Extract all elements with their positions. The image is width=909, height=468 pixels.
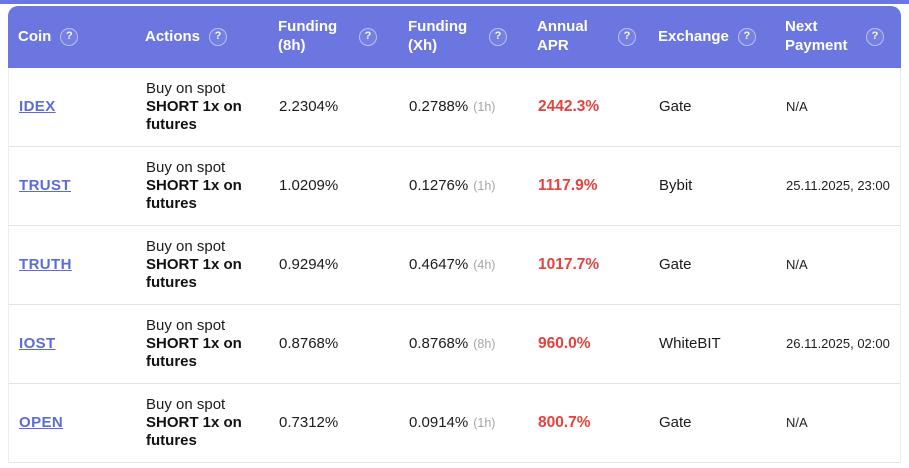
column-label: Funding (8h) [278, 18, 338, 54]
action-buy-label: Buy on spot [146, 395, 226, 413]
funding-xh-cell: 0.2788% (1h) [409, 97, 538, 117]
next-payment-value: N/A [786, 256, 808, 272]
funding-8h-value: 0.9294% [279, 256, 339, 274]
table-row-iost: IOST Buy on spot SHORT 1x on futures 0.8… [9, 305, 900, 384]
coin-link[interactable]: TRUTH [19, 256, 72, 274]
column-header-funding-xh: Funding (Xh) ? [408, 18, 537, 56]
actions-cell: Buy on spot SHORT 1x on futures [146, 396, 252, 451]
annual-apr-value: 1017.7% [538, 255, 600, 273]
column-label: Next Payment [785, 18, 848, 54]
funding-xh-cell: 0.4647% (4h) [409, 255, 538, 275]
action-short-label: SHORT 1x on futures [146, 334, 242, 371]
exchange-value: Bybit [659, 177, 693, 195]
annual-apr-value: 1117.9% [538, 176, 598, 194]
column-label: Actions [145, 27, 201, 45]
coin-cell: IOST [9, 334, 146, 354]
annual-apr-value: 960.0% [538, 334, 591, 352]
column-header-coin: Coin ? [8, 28, 145, 47]
table-header-row: Coin ? Actions ? Funding (8h) ? Funding … [8, 6, 901, 68]
help-icon[interactable]: ? [489, 28, 507, 46]
action-buy-label: Buy on spot [146, 79, 226, 97]
column-header-exchange: Exchange ? [658, 28, 785, 47]
exchange-value: WhiteBIT [659, 335, 721, 353]
column-label: Funding (Xh) [408, 18, 468, 54]
action-short-label: SHORT 1x on futures [146, 413, 242, 450]
coin-cell: TRUST [9, 176, 146, 196]
actions-cell: Buy on spot SHORT 1x on futures [146, 317, 252, 372]
action-buy-label: Buy on spot [146, 237, 226, 255]
coin-link[interactable]: IOST [19, 335, 56, 353]
help-icon[interactable]: ? [60, 28, 79, 46]
next-payment-value: 26.11.2025, 02:00 [786, 335, 890, 351]
help-icon[interactable]: ? [618, 28, 636, 46]
column-label: Annual APR [537, 18, 588, 54]
funding-xh-period: (4h) [473, 258, 496, 273]
top-blue-strip [0, 0, 909, 4]
next-payment-value: 25.11.2025, 23:00 [786, 177, 890, 193]
funding-xh-value: 0.1276% [409, 177, 469, 195]
help-icon[interactable]: ? [737, 28, 756, 46]
table-body: IDEX Buy on spot SHORT 1x on futures 2.2… [8, 68, 901, 463]
funding-8h-value: 0.8768% [279, 335, 339, 353]
column-label: Exchange [658, 27, 729, 45]
funding-xh-period: (1h) [473, 179, 496, 194]
actions-cell: Buy on spot SHORT 1x on futures [146, 238, 252, 293]
funding-8h-value: 0.7312% [279, 414, 339, 432]
column-header-annual-apr: Annual APR ? [537, 18, 658, 56]
actions-cell: Buy on spot SHORT 1x on futures [146, 159, 252, 214]
next-payment-value: N/A [786, 98, 808, 114]
coin-cell: TRUTH [9, 255, 146, 275]
funding-xh-cell: 0.8768% (8h) [409, 334, 538, 354]
funding-8h-value: 2.2304% [279, 98, 339, 116]
coin-link[interactable]: IDEX [19, 98, 56, 116]
column-header-actions: Actions ? [145, 28, 278, 47]
table-row-trust: TRUST Buy on spot SHORT 1x on futures 1.… [9, 147, 900, 226]
table-row-open: OPEN Buy on spot SHORT 1x on futures 0.7… [9, 384, 900, 463]
annual-apr-value: 2442.3% [538, 97, 600, 115]
funding-xh-value: 0.0914% [409, 414, 469, 432]
top-gap [0, 4, 909, 6]
help-icon[interactable]: ? [359, 28, 377, 46]
funding-table: Coin ? Actions ? Funding (8h) ? Funding … [8, 6, 901, 463]
help-icon[interactable]: ? [866, 28, 884, 46]
funding-xh-cell: 0.0914% (1h) [409, 413, 538, 433]
funding-xh-value: 0.4647% [409, 256, 469, 274]
exchange-value: Gate [659, 256, 692, 274]
next-payment-value: N/A [786, 414, 808, 430]
annual-apr-value: 800.7% [538, 413, 591, 431]
coin-link[interactable]: TRUST [19, 177, 71, 195]
funding-xh-period: (1h) [473, 100, 496, 115]
action-short-label: SHORT 1x on futures [146, 97, 242, 134]
action-short-label: SHORT 1x on futures [146, 176, 242, 213]
action-short-label: SHORT 1x on futures [146, 255, 242, 292]
help-icon[interactable]: ? [209, 28, 228, 46]
action-buy-label: Buy on spot [146, 158, 226, 176]
table-row-idex: IDEX Buy on spot SHORT 1x on futures 2.2… [9, 68, 900, 147]
funding-8h-value: 1.0209% [279, 177, 339, 195]
coin-cell: OPEN [9, 413, 146, 433]
funding-xh-value: 0.8768% [409, 335, 469, 353]
actions-cell: Buy on spot SHORT 1x on futures [146, 80, 252, 135]
funding-xh-period: (8h) [473, 337, 496, 352]
table-row-truth: TRUTH Buy on spot SHORT 1x on futures 0.… [9, 226, 900, 305]
exchange-value: Gate [659, 98, 692, 116]
coin-link[interactable]: OPEN [19, 414, 64, 432]
action-buy-label: Buy on spot [146, 316, 226, 334]
column-header-next-payment: Next Payment ? [785, 18, 901, 56]
funding-xh-cell: 0.1276% (1h) [409, 176, 538, 196]
column-header-funding-8h: Funding (8h) ? [278, 18, 408, 56]
exchange-value: Gate [659, 414, 692, 432]
column-label: Coin [18, 27, 52, 45]
funding-xh-period: (1h) [473, 416, 496, 431]
coin-cell: IDEX [9, 97, 146, 117]
funding-xh-value: 0.2788% [409, 98, 469, 116]
